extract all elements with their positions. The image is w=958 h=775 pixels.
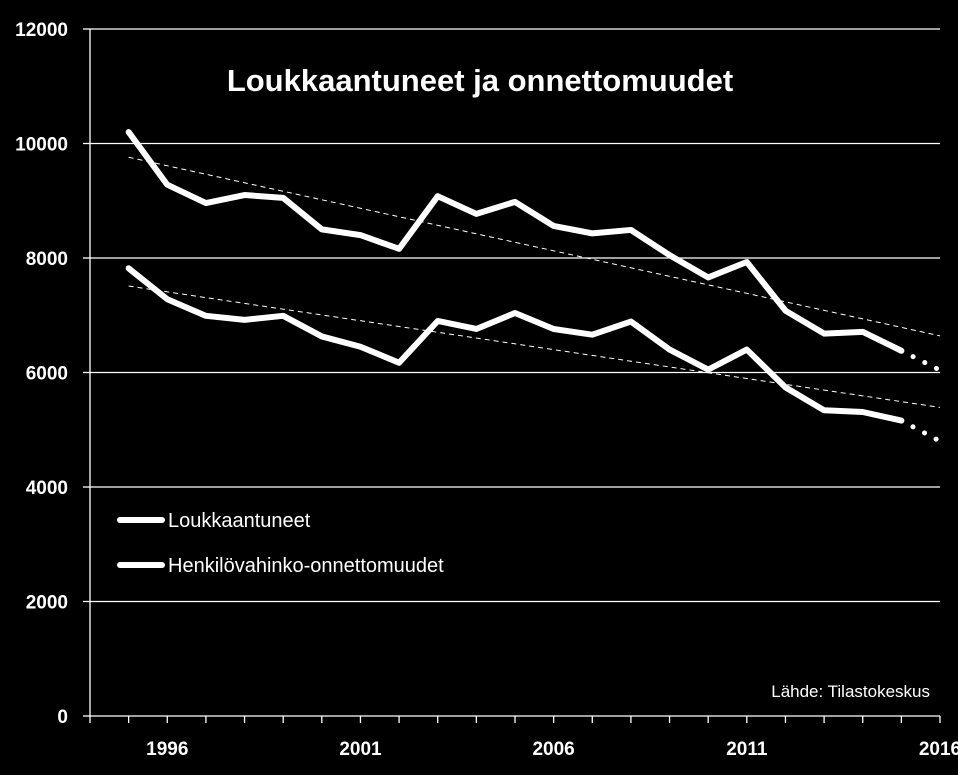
x-tick-label-2001: 2001	[339, 739, 382, 760]
trend-lines	[128, 156, 941, 408]
y-tick-label-2000: 2000	[26, 593, 68, 614]
grid-lines	[90, 28, 940, 603]
x-tick-label-2006: 2006	[532, 739, 574, 760]
legend-label-henkilovahinko: Henkilövahinko-onnettomuudet	[168, 555, 444, 577]
y-tick-label-12000: 12000	[15, 20, 68, 41]
trend-line-2	[128, 285, 941, 408]
y-tick-label-0: 0	[57, 707, 68, 728]
legend-label-loukkaantuneet: Loukkaantuneet	[168, 510, 311, 532]
y-tick-label-8000: 8000	[26, 249, 68, 270]
x-tick-label-2011: 2011	[726, 739, 768, 760]
y-tick-label-4000: 4000	[26, 478, 68, 499]
trend-line-1	[128, 156, 941, 337]
x-tick-labels: 1996 2001 2006 2011 2016	[146, 739, 958, 760]
series-line-2	[125, 265, 905, 424]
x-tick-label-2016: 2016	[919, 739, 958, 760]
x-tick-label-1996: 1996	[146, 739, 188, 760]
y-tick-label-6000: 6000	[26, 364, 68, 385]
legend: Loukkaantuneet Henkilövahinko-onnettomuu…	[117, 510, 444, 577]
y-tick-label-10000: 10000	[15, 135, 68, 156]
series-line-1	[125, 129, 905, 354]
chart-title: Loukkaantuneet ja onnettomuudet	[227, 63, 733, 98]
series-lines	[125, 129, 943, 444]
axes	[83, 28, 941, 723]
y-tick-labels: 0 2000 4000 6000 8000 10000 12000	[15, 20, 68, 728]
source-note: Lähde: Tilastokeskus	[771, 682, 930, 701]
